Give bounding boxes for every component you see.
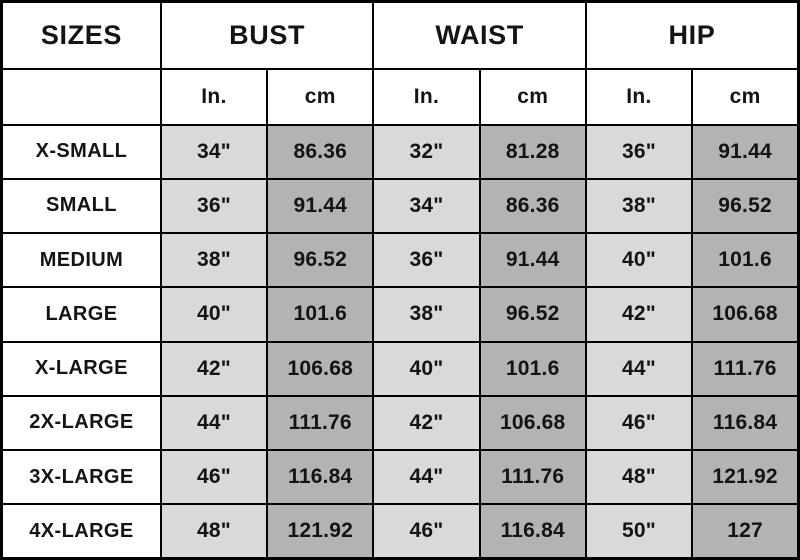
cell-waist-in: 40" (372, 340, 481, 397)
cell-bust-in: 40" (159, 286, 269, 343)
cell-bust-cm: 86.36 (266, 123, 375, 180)
unit-header-bust-in: In. (159, 67, 269, 126)
cell-bust-cm: 96.52 (266, 231, 375, 289)
cell-waist-cm: 81.28 (478, 123, 587, 180)
cell-bust-in: 44" (159, 394, 269, 452)
cell-waist-in: 34" (372, 177, 481, 235)
cell-bust-cm: 111.76 (266, 394, 375, 452)
cell-hip-in: 42" (584, 286, 694, 343)
size-label: 3X-LARGE (0, 448, 162, 506)
table-row-large: LARGE 40" 101.6 38" 96.52 42" 106.68 (0, 286, 800, 343)
unit-header-waist-cm: cm (478, 67, 587, 126)
cell-waist-cm: 106.68 (478, 394, 587, 452)
cell-hip-in: 46" (584, 394, 694, 452)
cell-waist-in: 44" (372, 448, 481, 506)
cell-hip-cm: 127 (691, 503, 800, 560)
cell-hip-in: 36" (584, 123, 694, 180)
cell-waist-cm: 96.52 (478, 286, 587, 343)
table-row-x-large: X-LARGE 42" 106.68 40" 101.6 44" 111.76 (0, 340, 800, 397)
cell-waist-in: 36" (372, 231, 481, 289)
cell-hip-cm: 96.52 (691, 177, 800, 235)
cell-hip-in: 48" (584, 448, 694, 506)
cell-hip-cm: 111.76 (691, 340, 800, 397)
cell-waist-in: 42" (372, 394, 481, 452)
cell-bust-cm: 121.92 (266, 503, 375, 560)
unit-header-bust-cm: cm (266, 67, 375, 126)
table-row-4x-large: 4X-LARGE 48" 121.92 46" 116.84 50" 127 (0, 503, 800, 560)
table-row-medium: MEDIUM 38" 96.52 36" 91.44 40" 101.6 (0, 231, 800, 289)
cell-hip-cm: 121.92 (691, 448, 800, 506)
cell-waist-cm: 101.6 (478, 340, 587, 397)
cell-hip-cm: 91.44 (691, 123, 800, 180)
unit-header-row: In. cm In. cm In. cm (0, 67, 800, 126)
cell-bust-cm: 101.6 (266, 286, 375, 343)
cell-hip-in: 40" (584, 231, 694, 289)
size-label: SMALL (0, 177, 162, 235)
cell-bust-in: 42" (159, 340, 269, 397)
cell-hip-cm: 106.68 (691, 286, 800, 343)
cell-waist-in: 32" (372, 123, 481, 180)
column-header-waist: WAIST (372, 0, 587, 70)
size-label: X-LARGE (0, 340, 162, 397)
cell-waist-cm: 91.44 (478, 231, 587, 289)
cell-hip-in: 50" (584, 503, 694, 560)
cell-waist-in: 46" (372, 503, 481, 560)
column-header-sizes: SIZES (0, 0, 162, 70)
cell-bust-cm: 91.44 (266, 177, 375, 235)
cell-bust-in: 38" (159, 231, 269, 289)
cell-waist-cm: 111.76 (478, 448, 587, 506)
column-header-bust: BUST (159, 0, 375, 70)
cell-waist-cm: 116.84 (478, 503, 587, 560)
cell-waist-in: 38" (372, 286, 481, 343)
column-group-header-row: SIZES BUST WAIST HIP (0, 0, 800, 70)
cell-waist-cm: 86.36 (478, 177, 587, 235)
cell-hip-cm: 116.84 (691, 394, 800, 452)
size-label: LARGE (0, 286, 162, 343)
cell-bust-in: 34" (159, 123, 269, 180)
cell-bust-in: 48" (159, 503, 269, 560)
cell-bust-in: 36" (159, 177, 269, 235)
table-row-2x-large: 2X-LARGE 44" 111.76 42" 106.68 46" 116.8… (0, 394, 800, 452)
size-label: MEDIUM (0, 231, 162, 289)
size-label: 4X-LARGE (0, 503, 162, 560)
cell-bust-in: 46" (159, 448, 269, 506)
cell-bust-cm: 106.68 (266, 340, 375, 397)
cell-hip-in: 38" (584, 177, 694, 235)
unit-header-waist-in: In. (372, 67, 481, 126)
table-row-3x-large: 3X-LARGE 46" 116.84 44" 111.76 48" 121.9… (0, 448, 800, 506)
cell-bust-cm: 116.84 (266, 448, 375, 506)
cell-hip-in: 44" (584, 340, 694, 397)
table-row-small: SMALL 36" 91.44 34" 86.36 38" 96.52 (0, 177, 800, 235)
unit-header-hip-cm: cm (691, 67, 800, 126)
unit-header-hip-in: In. (584, 67, 694, 126)
empty-corner-cell (0, 67, 162, 126)
cell-hip-cm: 101.6 (691, 231, 800, 289)
column-header-hip: HIP (584, 0, 800, 70)
table-row-x-small: X-SMALL 34" 86.36 32" 81.28 36" 91.44 (0, 123, 800, 180)
size-label: 2X-LARGE (0, 394, 162, 452)
size-label: X-SMALL (0, 123, 162, 180)
